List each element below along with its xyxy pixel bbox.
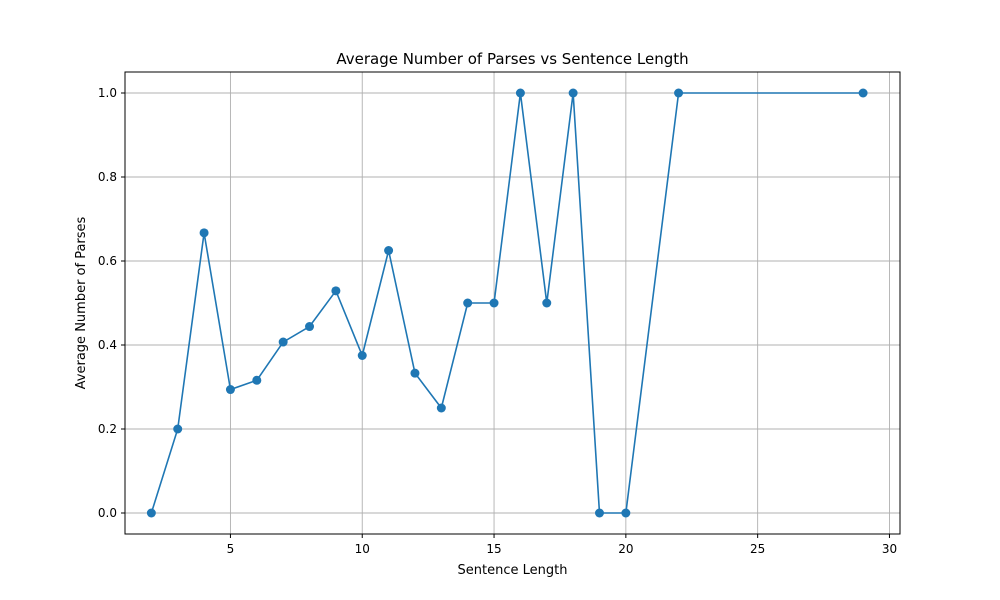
data-point (410, 368, 420, 378)
data-point (542, 298, 552, 308)
data-point (199, 228, 209, 238)
data-point (146, 508, 156, 518)
data-point (225, 385, 235, 395)
data-point (568, 88, 578, 98)
y-tick-label: 1.0 (98, 86, 117, 100)
data-point (331, 286, 341, 296)
y-tick-label: 0.8 (98, 170, 117, 184)
y-axis-label: Average Number of Parses (74, 216, 89, 389)
data-point (436, 403, 446, 413)
data-point (278, 337, 288, 347)
plot-frame (124, 71, 901, 535)
data-point (173, 424, 183, 434)
data-point (463, 298, 473, 308)
data-point (515, 88, 525, 98)
data-point (621, 508, 631, 518)
data-point (594, 508, 604, 518)
data-point (305, 322, 315, 332)
x-tick-label: 20 (618, 542, 633, 556)
x-tick-label: 5 (227, 542, 235, 556)
x-axis-label: Sentence Length (458, 563, 568, 578)
axis-ticks: 5 10 15 20 25 30 0.0 0.2 0.4 0.6 0.8 1.0 (98, 86, 897, 556)
y-tick-label: 0.4 (98, 338, 117, 352)
x-tick-label: 25 (750, 542, 765, 556)
x-tick-label: 15 (486, 542, 501, 556)
x-tick-label: 10 (355, 542, 370, 556)
series-layer (146, 88, 868, 518)
data-point (384, 246, 394, 255)
data-point (674, 88, 684, 98)
data-point (858, 88, 868, 98)
data-point (357, 351, 367, 360)
x-tick-label: 30 (882, 542, 897, 556)
chart-title: Average Number of Parses vs Sentence Len… (336, 50, 688, 68)
data-point (489, 298, 499, 308)
y-tick-label: 0.0 (98, 506, 117, 520)
data-point (252, 375, 262, 385)
y-tick-label: 0.2 (98, 422, 117, 436)
y-tick-label: 0.6 (98, 254, 117, 268)
